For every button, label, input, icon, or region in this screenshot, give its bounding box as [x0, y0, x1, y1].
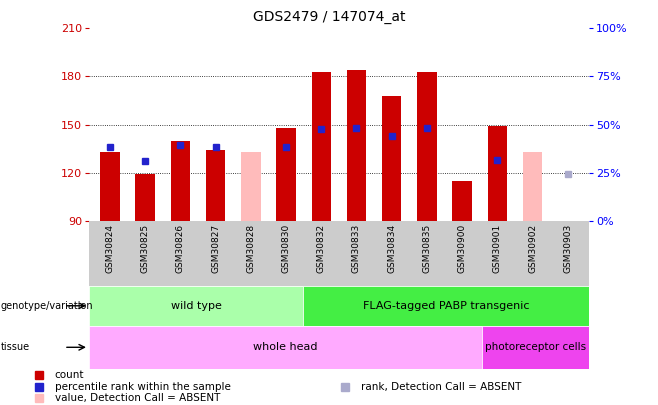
- Bar: [417, 72, 437, 221]
- Bar: [136, 174, 155, 221]
- Text: GSM30901: GSM30901: [493, 224, 502, 273]
- Text: GSM30830: GSM30830: [282, 224, 291, 273]
- Bar: [170, 141, 190, 221]
- Text: photoreceptor cells: photoreceptor cells: [485, 342, 586, 352]
- Text: GSM30835: GSM30835: [422, 224, 432, 273]
- Bar: [241, 152, 261, 221]
- Text: percentile rank within the sample: percentile rank within the sample: [55, 382, 231, 392]
- Text: FLAG-tagged PABP transgenic: FLAG-tagged PABP transgenic: [363, 301, 529, 311]
- Text: GSM30827: GSM30827: [211, 224, 220, 273]
- Bar: [347, 70, 366, 221]
- Bar: [100, 152, 120, 221]
- Text: GSM30900: GSM30900: [457, 224, 467, 273]
- Text: whole head: whole head: [253, 342, 318, 352]
- Bar: [89, 286, 303, 326]
- Text: GSM30832: GSM30832: [316, 224, 326, 273]
- Text: GSM30903: GSM30903: [563, 224, 572, 273]
- Text: genotype/variation: genotype/variation: [1, 301, 93, 311]
- Text: GSM30824: GSM30824: [105, 224, 114, 273]
- Text: GDS2479 / 147074_at: GDS2479 / 147074_at: [253, 10, 405, 24]
- Text: GSM30828: GSM30828: [246, 224, 255, 273]
- Bar: [312, 72, 331, 221]
- Bar: [523, 152, 542, 221]
- Bar: [488, 126, 507, 221]
- Bar: [89, 326, 482, 369]
- Text: GSM30902: GSM30902: [528, 224, 537, 273]
- Bar: [276, 128, 295, 221]
- Bar: [303, 286, 589, 326]
- Bar: [453, 181, 472, 221]
- Bar: [382, 96, 401, 221]
- Text: count: count: [55, 370, 84, 380]
- Text: GSM30834: GSM30834: [387, 224, 396, 273]
- Text: GSM30833: GSM30833: [352, 224, 361, 273]
- Text: value, Detection Call = ABSENT: value, Detection Call = ABSENT: [55, 393, 220, 403]
- Text: wild type: wild type: [170, 301, 222, 311]
- Text: rank, Detection Call = ABSENT: rank, Detection Call = ABSENT: [361, 382, 521, 392]
- Bar: [482, 326, 589, 369]
- Text: GSM30825: GSM30825: [141, 224, 149, 273]
- Text: GSM30826: GSM30826: [176, 224, 185, 273]
- Text: tissue: tissue: [1, 342, 30, 352]
- Bar: [206, 150, 225, 221]
